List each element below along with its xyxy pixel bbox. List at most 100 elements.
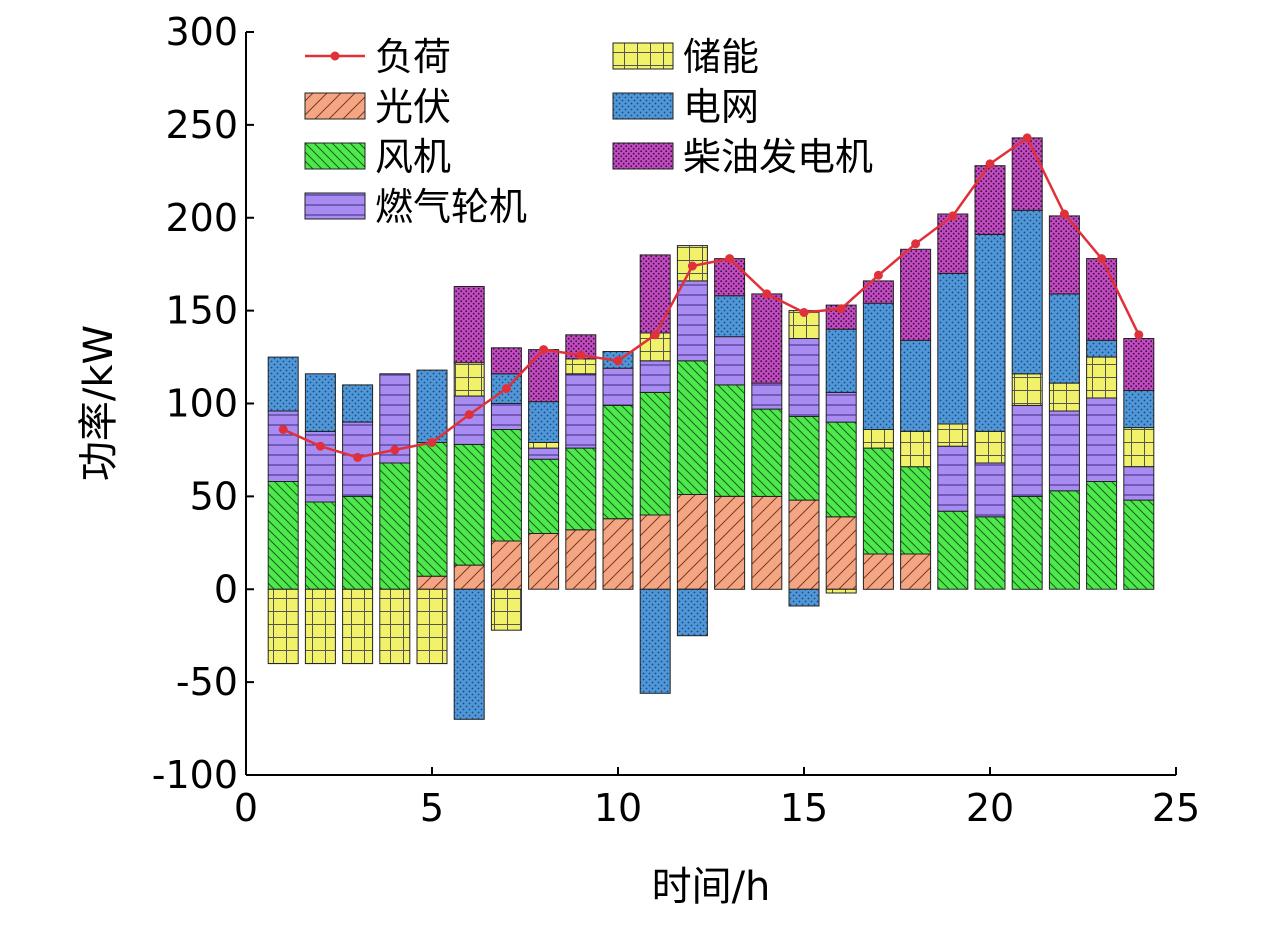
bar-segment-4-h8 <box>528 442 560 449</box>
bar-segment-2-h15 <box>788 416 820 501</box>
legend-label: 光伏 <box>375 85 451 129</box>
bar-segment-1-h15 <box>788 499 820 590</box>
y-tick-label: -50 <box>176 660 238 704</box>
bar-segment-1-h7 <box>490 540 522 590</box>
load-point-h9 <box>576 350 586 360</box>
bar-segment-3-h23 <box>1086 397 1118 482</box>
load-point-h2 <box>315 441 325 451</box>
load-point-h3 <box>353 452 363 462</box>
bar-segment-2-h17 <box>862 447 894 555</box>
load-point-h4 <box>390 445 400 455</box>
bar-segment-3-h19 <box>937 445 969 512</box>
load-point-h5 <box>427 438 437 447</box>
x-tick-label: 15 <box>780 786 828 830</box>
y-tick-label: 100 <box>165 382 238 426</box>
bar-segment-5-h13 <box>714 295 746 338</box>
load-point-h18 <box>911 239 921 249</box>
bar-segment-5-h12 <box>676 588 708 637</box>
legend-swatch <box>304 142 366 170</box>
y-tick-label: 50 <box>190 474 238 518</box>
legend-label: 储能 <box>683 35 759 79</box>
load-point-h21 <box>1022 133 1032 143</box>
bar-segment-2-h10 <box>602 404 634 520</box>
x-tick-label: 25 <box>1152 786 1200 830</box>
bar-segment-3-h7 <box>490 403 522 430</box>
bar-segment-5-h3 <box>342 384 374 423</box>
bar-segment-4-h5 <box>416 588 448 665</box>
y-tick-label: 250 <box>165 103 238 147</box>
x-ticks: 0 5 10 15 20 25 <box>234 767 1200 830</box>
bar-segment-6-h20 <box>974 165 1006 235</box>
bar-segment-4-h19 <box>937 423 969 447</box>
legend-marker-load <box>330 51 340 61</box>
load-point-h17 <box>873 270 883 280</box>
bar-segment-5-h17 <box>862 302 894 431</box>
bar-segment-6-h24 <box>1123 338 1155 391</box>
bar-segment-5-h23 <box>1086 339 1118 358</box>
bar-segment-2-h21 <box>1011 495 1043 590</box>
bar-segment-5-h21 <box>1011 209 1043 375</box>
bar-segment-4-h2 <box>304 588 336 665</box>
bar-segment-4-h3 <box>342 588 374 665</box>
x-axis-title: 时间/h <box>652 864 771 910</box>
legend-swatch <box>612 92 674 120</box>
bar-segment-5-h8 <box>528 401 560 444</box>
load-point-h14 <box>762 289 772 299</box>
y-tick-label: 150 <box>165 289 238 333</box>
bar-segment-2-h8 <box>528 458 560 535</box>
load-point-h11 <box>650 330 660 340</box>
bar-segment-3-h21 <box>1011 404 1043 497</box>
bar-segment-4-h18 <box>900 430 932 468</box>
load-point-h24 <box>1134 330 1144 340</box>
load-point-h7 <box>501 384 511 394</box>
x-tick-label: 10 <box>594 786 642 830</box>
bar-segment-3-h10 <box>602 367 634 406</box>
load-point-h13 <box>725 254 735 264</box>
bar-segment-2-h3 <box>342 495 374 590</box>
load-point-h12 <box>687 261 697 271</box>
bar-segment-5-h22 <box>1048 293 1080 384</box>
bar-segment-3-h22 <box>1048 410 1080 492</box>
bar-segment-1-h6 <box>453 564 485 590</box>
legend-swatch <box>612 42 674 70</box>
bar-segment-1-h5 <box>416 575 448 590</box>
bar-segment-4-h17 <box>862 429 894 449</box>
bar-segment-4-h20 <box>974 430 1006 464</box>
bar-segment-3-h8 <box>528 447 560 460</box>
bar-segment-2-h2 <box>304 501 336 590</box>
load-point-h10 <box>613 356 623 366</box>
legend-label: 电网 <box>683 85 759 129</box>
y-tick-label: -100 <box>152 753 238 797</box>
bar-segment-4-h1 <box>267 588 299 665</box>
bar-segment-3-h11 <box>639 360 671 393</box>
bar-segment-4-h9 <box>565 358 597 375</box>
bar-segment-3-h16 <box>825 391 857 423</box>
bar-segment-2-h9 <box>565 447 597 531</box>
bar-segment-2-h23 <box>1086 481 1118 590</box>
bar-segment-2-h4 <box>379 462 411 590</box>
bar-segment-2-h6 <box>453 443 485 566</box>
bar-segment-4-h23 <box>1086 356 1118 399</box>
bar-segment-4-h6 <box>453 362 485 397</box>
legend-label: 负荷 <box>375 35 451 79</box>
legend-label: 风机 <box>375 135 451 179</box>
legend-swatch <box>304 192 366 220</box>
load-point-h19 <box>948 211 958 221</box>
load-point-h15 <box>799 308 809 317</box>
bar-segment-5-h2 <box>304 373 336 432</box>
y-tick-label: 200 <box>165 196 238 240</box>
bar-segment-2-h13 <box>714 384 746 497</box>
bar-segment-1-h14 <box>751 495 783 590</box>
bar-segment-2-h18 <box>900 466 932 555</box>
bar-segment-6-h23 <box>1086 258 1118 341</box>
bar-segment-1-h16 <box>825 516 857 590</box>
load-point-h8 <box>539 345 549 355</box>
bar-segment-6-h21 <box>1011 137 1043 211</box>
bar-segment-2-h7 <box>490 429 522 542</box>
bar-segment-4-h7 <box>490 588 522 631</box>
bar-segment-2-h5 <box>416 442 448 577</box>
bar-segment-5-h15 <box>788 588 820 607</box>
bar-segment-6-h18 <box>900 248 932 341</box>
